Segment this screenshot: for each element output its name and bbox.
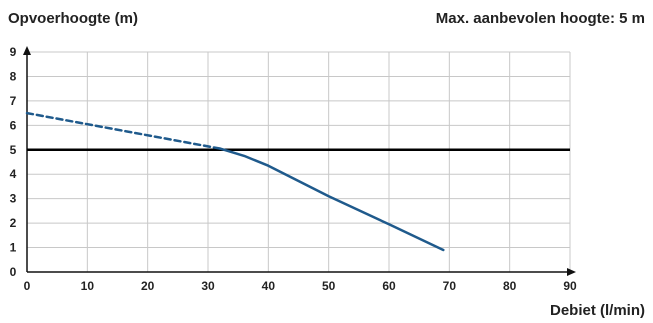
y-tick-label: 2 [10,216,17,230]
x-axis-label: Debiet (l/min) [549,302,645,319]
x-axis-arrow [567,268,576,276]
axes [23,46,576,276]
y-tick-label: 8 [10,69,17,83]
x-tick-label: 90 [563,279,577,293]
x-tick-label: 80 [503,279,517,293]
pump-curve-dashed [25,111,222,150]
y-tick-label: 3 [10,192,17,206]
x-tick-label: 60 [382,279,396,293]
x-tick-label: 40 [262,279,276,293]
tick-labels: 0 10 20 30 40 50 60 70 80 90 0 1 2 3 4 5 6 7 8 9 [10,45,577,293]
y-axis-label: Opvoerhoogte (m) [8,10,138,27]
grid [27,51,571,272]
x-tick-label: 70 [443,279,457,293]
y-tick-label: 1 [10,241,17,255]
y-tick-label: 6 [10,118,17,132]
x-tick-label: 0 [24,279,31,293]
y-tick-label: 4 [10,167,17,181]
x-tick-label: 10 [81,279,95,293]
pump-curve-solid [218,147,445,252]
y-tick-label: 0 [10,265,17,279]
y-tick-label: 5 [10,143,17,157]
x-tick-label: 30 [201,279,215,293]
series-group [25,111,570,252]
y-tick-label: 9 [10,45,17,59]
y-tick-label: 7 [10,94,17,108]
x-tick-label: 20 [141,279,155,293]
x-tick-label: 50 [322,279,336,293]
max-height-annotation: Max. aanbevolen hoogte: 5 m [435,10,645,27]
y-axis-arrow [23,46,31,55]
